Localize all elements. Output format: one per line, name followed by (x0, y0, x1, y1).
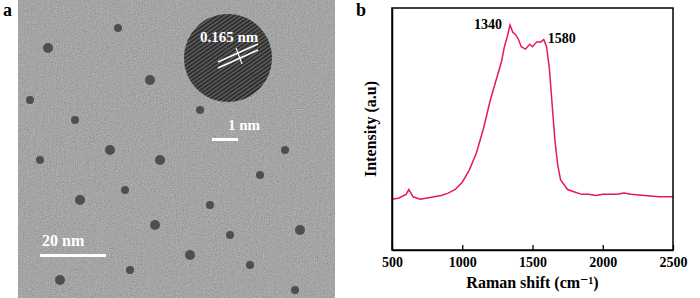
x-tick-label: 2000 (589, 255, 617, 270)
lattice-fringe (202, 63, 317, 143)
nanodot (206, 201, 214, 209)
nanodot (75, 195, 85, 205)
inset-scale-bar (212, 138, 238, 141)
x-tick: 1000 (449, 245, 477, 270)
nanodot (246, 261, 254, 269)
lattice-fringe (189, 45, 304, 125)
nanodot (150, 220, 160, 230)
nanodot (281, 146, 289, 154)
x-tick-mark (462, 245, 463, 250)
lattice (136, 0, 319, 146)
lattice-fringe (191, 47, 306, 127)
x-axis-title: Raman shift (cm⁻¹) (466, 274, 598, 292)
y-axis-title: Intensity (a.u) (362, 81, 380, 177)
x-tick: 2000 (589, 245, 617, 270)
nanodot (121, 186, 129, 194)
nanodot (114, 24, 122, 32)
x-tick-mark (603, 245, 604, 250)
lattice-fringe (195, 53, 310, 133)
figure: 0.165 nm 1 nm 20 nm a b 500 1000 1500 2000 2500 Ra… (0, 0, 700, 298)
lattice-fringe (186, 39, 301, 119)
nanodot (105, 145, 115, 155)
nanodot (43, 43, 53, 53)
nanodot (295, 225, 305, 235)
lattice-fringe (151, 0, 266, 70)
lattice-fringe (200, 60, 315, 140)
plot-frame (392, 8, 673, 250)
tem-image (18, 0, 335, 298)
lattice-fringe (155, 0, 270, 75)
nanodot (196, 106, 204, 114)
image-grain (18, 0, 335, 298)
x-tick: 2500 (660, 245, 688, 270)
x-axis: 500 1000 1500 2000 2500 (382, 245, 688, 270)
nanodot (256, 171, 264, 179)
x-tick-label: 500 (382, 255, 403, 270)
y-axis-line (392, 9, 394, 251)
panel-label: b (356, 0, 366, 20)
x-tick-label: 2500 (660, 255, 688, 270)
lattice-fringe (182, 34, 297, 114)
x-tick-label: 1000 (449, 255, 477, 270)
lattice-fringe (156, 0, 271, 78)
plot-area (392, 25, 673, 199)
nanodot (71, 116, 79, 124)
image-ground (18, 0, 335, 298)
spacing-marker (236, 48, 242, 64)
x-tick: 1500 (519, 245, 547, 270)
lattice-fringe (204, 66, 319, 146)
lattice-fringe (153, 0, 268, 73)
y-axis (392, 9, 393, 251)
nanodot (185, 250, 195, 260)
lattice-fringe (188, 42, 303, 122)
peak-annotation: 1340 (474, 17, 502, 32)
nanodot (26, 96, 34, 104)
peak-annotation: 1580 (548, 31, 576, 46)
lattice-fringe (197, 55, 312, 135)
lattice-spacing-label: 0.165 nm (200, 29, 259, 45)
panel-label: a (3, 0, 12, 20)
hrtem-inset (136, 0, 319, 146)
x-tick-mark (532, 245, 533, 250)
spectrum-line (392, 25, 673, 199)
scale-label: 20 nm (42, 232, 85, 249)
inset-scale-label: 1 nm (228, 117, 261, 133)
x-tick-label: 1500 (519, 255, 547, 270)
nanodot (55, 275, 65, 285)
lattice-fringe (184, 37, 299, 117)
nanodot (126, 266, 134, 274)
nanodot (291, 286, 299, 294)
scale-bar (40, 254, 106, 257)
x-tick-mark (673, 245, 674, 250)
nanodot (36, 156, 44, 164)
nanodot (155, 155, 165, 165)
nanodot (226, 231, 234, 239)
nanodot (145, 75, 155, 85)
lattice-fringe (199, 58, 314, 138)
